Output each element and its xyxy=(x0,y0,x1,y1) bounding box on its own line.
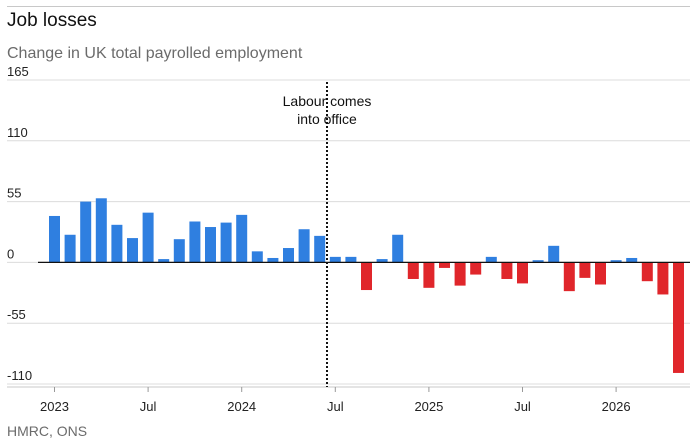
bar xyxy=(142,212,154,263)
chart-subtitle: Change in UK total payrolled employment xyxy=(7,45,303,62)
bar xyxy=(267,257,279,263)
bar xyxy=(111,224,123,263)
y-tick-label: 165 xyxy=(7,64,29,79)
bar xyxy=(595,262,606,285)
bar xyxy=(283,248,294,263)
bar xyxy=(454,262,466,286)
bar xyxy=(673,262,684,373)
bar xyxy=(127,238,138,263)
bar xyxy=(641,262,653,282)
bar xyxy=(236,214,248,263)
bar xyxy=(626,257,638,263)
chart-title: Job losses xyxy=(7,10,97,31)
y-tick-label: -55 xyxy=(7,307,26,322)
bar xyxy=(329,256,341,263)
bar xyxy=(392,234,404,263)
bar xyxy=(220,222,232,263)
bar xyxy=(579,262,591,278)
x-tick-label: 2026 xyxy=(602,399,631,414)
bar xyxy=(189,221,201,263)
bar xyxy=(95,198,107,263)
bar xyxy=(345,256,357,263)
bar xyxy=(610,260,622,263)
bar xyxy=(548,245,560,263)
x-tick-label: Jul xyxy=(514,399,531,414)
y-tick-label: 110 xyxy=(7,125,28,140)
bar xyxy=(563,262,575,292)
bar xyxy=(517,262,528,284)
y-tick-label: 55 xyxy=(7,186,21,201)
top-rule xyxy=(7,6,690,7)
bar xyxy=(376,259,388,263)
axes: 2023 Jul 2024 Jul 2025 Jul 2026 xyxy=(7,261,690,414)
x-tick-label: 2023 xyxy=(40,399,69,414)
bar xyxy=(439,262,450,268)
bar xyxy=(64,234,76,263)
bar xyxy=(657,262,669,295)
bar xyxy=(532,260,544,263)
bar xyxy=(423,262,435,288)
bar xyxy=(407,262,419,279)
bars xyxy=(49,198,684,373)
bar xyxy=(501,262,513,279)
y-tick-label: -110 xyxy=(7,368,32,383)
bar xyxy=(485,256,497,263)
annotation-text: Labour comes xyxy=(283,93,372,109)
bar xyxy=(298,229,310,263)
bar xyxy=(80,201,92,263)
source-note: HMRC, ONS xyxy=(7,423,88,439)
bar xyxy=(158,259,170,263)
bar xyxy=(205,227,216,263)
bar xyxy=(470,262,482,275)
x-tick-label: 2024 xyxy=(227,399,256,414)
y-tick-label: 0 xyxy=(7,246,14,261)
bar xyxy=(361,262,372,291)
bar xyxy=(251,251,263,263)
bar xyxy=(314,235,326,263)
x-tick-label: 2025 xyxy=(414,399,443,414)
x-tick-label: Jul xyxy=(140,399,157,414)
bar xyxy=(49,215,60,263)
annotations: Labour comes into office xyxy=(283,82,372,387)
x-tick-label: Jul xyxy=(327,399,344,414)
bar xyxy=(173,239,185,263)
annotation-text: into office xyxy=(297,111,357,127)
